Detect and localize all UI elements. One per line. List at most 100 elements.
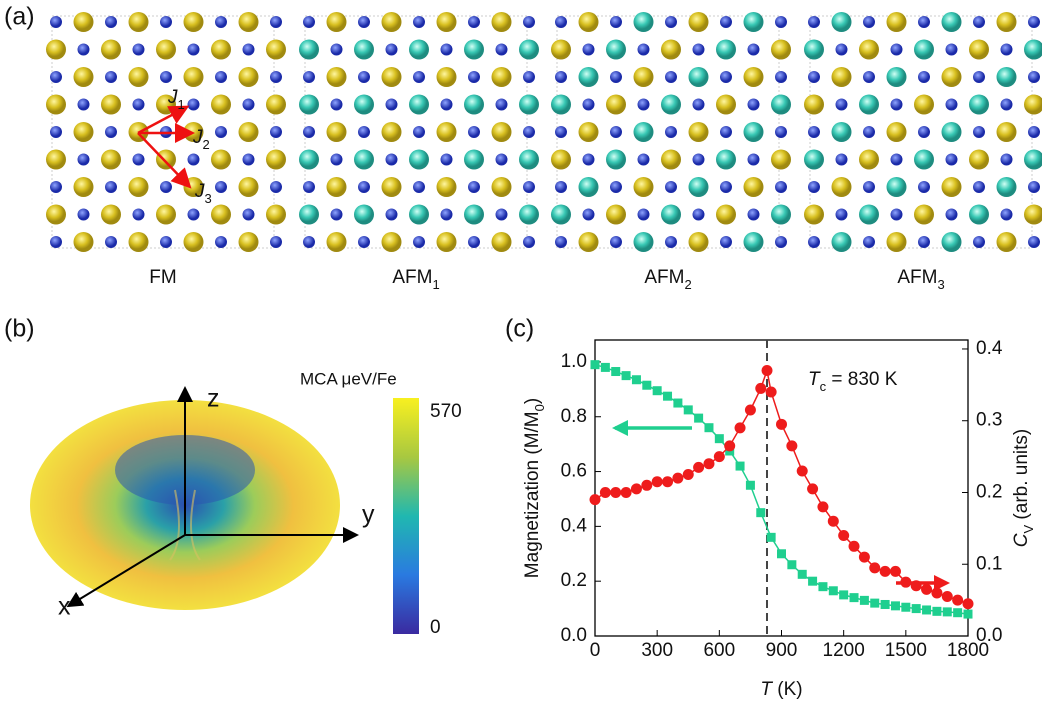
spin-density xyxy=(1024,39,1042,60)
fe-atom xyxy=(495,153,508,166)
spin-density xyxy=(381,67,402,87)
fe-atom xyxy=(303,236,315,248)
fe-atom xyxy=(468,236,480,248)
fe-atom xyxy=(582,98,595,111)
spin-density xyxy=(633,67,654,87)
y-axis-label: Magnetization (M/M0) xyxy=(522,398,547,578)
spin-density xyxy=(409,94,429,115)
coupling-name: J xyxy=(192,127,203,148)
fe-atom xyxy=(358,16,370,28)
spin-density xyxy=(606,39,626,60)
spin-density xyxy=(519,94,539,115)
axis-label: y xyxy=(362,501,375,529)
fe-atom xyxy=(385,208,398,221)
marker xyxy=(869,562,881,574)
fe-atom xyxy=(77,98,90,111)
fe-atom xyxy=(215,71,227,83)
spin-density xyxy=(1024,94,1042,115)
marker xyxy=(953,608,963,618)
fe-atom xyxy=(523,71,535,83)
fe-atom xyxy=(523,236,535,248)
fe-atom xyxy=(692,98,705,111)
spin-density xyxy=(606,149,626,170)
fe-atom xyxy=(863,181,875,193)
fe-atom xyxy=(77,153,90,166)
fe-atom xyxy=(132,208,145,221)
marker xyxy=(911,604,921,614)
spin-density xyxy=(633,177,654,197)
fe-atom xyxy=(242,98,255,111)
fe-atom xyxy=(890,98,903,111)
fe-atom xyxy=(132,98,145,111)
marker xyxy=(786,440,798,452)
spin-density xyxy=(941,12,962,32)
fe-atom xyxy=(918,71,930,83)
spin-density xyxy=(661,204,681,225)
panel-label: (a) xyxy=(4,3,35,31)
spin-density xyxy=(491,177,512,197)
annotation-main: T xyxy=(808,369,821,390)
fe-atom xyxy=(808,181,820,193)
fe-atom xyxy=(468,71,480,83)
spin-density xyxy=(578,12,599,32)
spin-density xyxy=(211,94,231,115)
fe-atom xyxy=(863,16,875,28)
y-tick-label: 0.6 xyxy=(561,461,587,482)
x-tick-label: 900 xyxy=(766,640,798,661)
spin-density xyxy=(661,94,681,115)
spin-density xyxy=(941,122,962,142)
x-tick-label: 0 xyxy=(590,640,601,661)
marker xyxy=(849,593,859,603)
spin-density xyxy=(716,204,736,225)
marker xyxy=(610,486,622,498)
fe-atom xyxy=(637,98,650,111)
spin-density xyxy=(633,232,654,252)
fe-atom xyxy=(835,43,848,56)
spin-density xyxy=(688,232,709,252)
fe-atom xyxy=(1000,208,1013,221)
spin-density xyxy=(381,177,402,197)
fe-atom xyxy=(187,208,200,221)
marker xyxy=(765,386,777,398)
marker xyxy=(724,440,736,452)
fe-atom xyxy=(187,98,200,111)
spin-density xyxy=(73,67,94,87)
fe-atom xyxy=(77,208,90,221)
fe-atom xyxy=(890,43,903,56)
spin-density xyxy=(804,39,824,60)
spin-density xyxy=(491,67,512,87)
spin-density xyxy=(886,177,907,197)
y-axis-label-sub: 0 xyxy=(532,404,547,411)
fe-atom xyxy=(747,208,760,221)
spin-density xyxy=(128,12,149,32)
fe-atom xyxy=(1000,43,1013,56)
fe-atom xyxy=(160,236,172,248)
fe-atom xyxy=(555,126,567,138)
marker xyxy=(889,565,901,577)
fe-atom xyxy=(413,126,425,138)
spin-density xyxy=(464,149,484,170)
spin-density xyxy=(771,149,791,170)
marker xyxy=(600,362,610,372)
marker xyxy=(652,386,662,396)
fe-atom xyxy=(610,71,622,83)
spin-density xyxy=(941,232,962,252)
spin-density xyxy=(183,232,204,252)
spin-density xyxy=(551,94,571,115)
fe-atom xyxy=(77,43,90,56)
spin-density xyxy=(409,204,429,225)
fe-atom xyxy=(555,181,567,193)
colorbar-min: 0 xyxy=(430,617,441,638)
spin-density xyxy=(266,39,286,60)
spin-density xyxy=(381,12,402,32)
marker xyxy=(662,476,674,488)
marker xyxy=(942,607,952,617)
spin-density xyxy=(914,94,934,115)
spin-density xyxy=(743,12,764,32)
marker xyxy=(807,483,819,495)
fe-atom xyxy=(720,126,732,138)
fe-atom xyxy=(918,16,930,28)
spin-density xyxy=(969,149,989,170)
spin-density xyxy=(299,149,319,170)
spin-density xyxy=(996,177,1017,197)
